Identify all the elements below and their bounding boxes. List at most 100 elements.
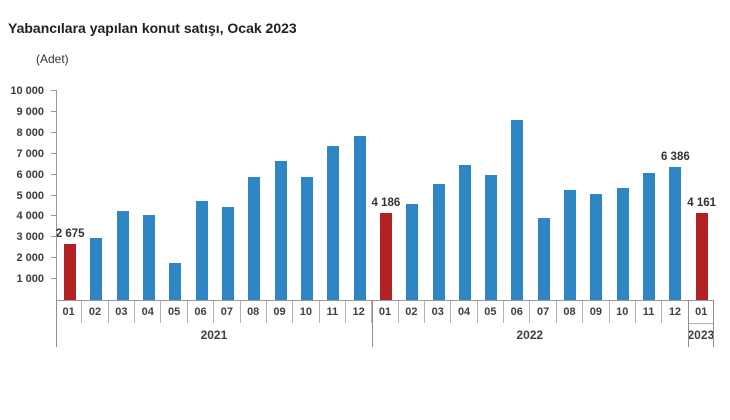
bar-value-label: 4 186 [371, 196, 401, 209]
bar-cell-2022-12: 6 386 [660, 91, 690, 300]
boxed-cell-underline [687, 323, 714, 324]
bar-value-label: 4 161 [687, 197, 717, 210]
x-axis: 01 02 03 04 05 06 07 08 09 10 11 12 01 02 03 04 05 06 07 08… [56, 300, 714, 349]
x-month-label-2021-01: 01 [56, 301, 83, 323]
y-tick-mark [51, 215, 57, 217]
y-tick-label: 4 000 [16, 210, 44, 223]
bar-value-label: 2 675 [55, 228, 85, 241]
bar-2022-11 [643, 172, 656, 300]
x-month-label-2021-02: 02 [82, 301, 109, 323]
year-label-2022: 2022 [516, 327, 544, 342]
bar-2022-05 [485, 175, 498, 300]
y-tick-mark [51, 194, 57, 196]
bar-cell-2021-02 [83, 91, 109, 300]
bar-series: 2 675 4 186 6 386 4 161 [55, 91, 717, 300]
bar-cell-2021-10 [294, 91, 320, 300]
x-month-label-2022-04: 04 [451, 301, 478, 323]
bar-cell-2022-05 [478, 91, 504, 300]
bar-2021-07 [222, 207, 235, 300]
bar-cell-2022-11 [636, 91, 662, 300]
year-separator-line [713, 301, 714, 347]
y-tick-mark [51, 131, 57, 133]
year-label-2021: 2021 [200, 327, 228, 342]
bar-2021-02 [90, 238, 103, 300]
bar-cell-2022-08 [557, 91, 583, 300]
y-tick-mark [51, 110, 57, 112]
bar-2022-03 [432, 183, 445, 300]
y-tick-mark [51, 257, 57, 259]
bar-cell-2021-04 [136, 91, 162, 300]
bar-cell-2021-07 [215, 91, 241, 300]
bar-2022-01 [379, 212, 392, 300]
y-tick-mark [51, 278, 57, 280]
bar-cell-2022-09 [583, 91, 609, 300]
bar-2021-06 [195, 200, 208, 300]
y-tick-mark [51, 90, 57, 91]
bar-cell-2021-01: 2 675 [55, 91, 85, 300]
chart-title: Yabancılara yapılan konut satışı, Ocak 2… [8, 20, 297, 36]
y-tick-mark [51, 236, 57, 238]
y-tick-mark [51, 152, 57, 154]
y-axis: 1 000 2 000 3 000 4 000 5 000 6 000 7 000 8 000… [0, 85, 50, 300]
bar-cell-2021-09 [268, 91, 294, 300]
x-month-label-2021-04: 04 [135, 301, 162, 323]
bar-cell-2021-06 [189, 91, 215, 300]
bar-cell-2021-12 [346, 91, 372, 300]
x-month-label-2022-11: 11 [636, 301, 663, 323]
year-label-2023: 2023 [687, 327, 715, 342]
y-tick-label: 6 000 [16, 168, 44, 181]
bar-2021-05 [169, 262, 182, 300]
x-month-label-2021-11: 11 [320, 301, 346, 323]
y-tick-label: 9 000 [16, 105, 44, 118]
x-month-label-2022-12: 12 [662, 301, 689, 323]
year-separator-line [56, 301, 57, 347]
year-label-row: 2021 2022 2023 [56, 323, 715, 346]
y-tick-label: 3 000 [16, 231, 44, 244]
bar-2023-01 [695, 213, 708, 300]
bar-cell-2022-03 [425, 91, 451, 300]
y-tick-label: 2 000 [16, 252, 44, 265]
bar-2021-11 [327, 146, 340, 300]
bar-cell-2021-05 [162, 91, 188, 300]
bar-2022-07 [537, 217, 550, 300]
x-month-label-2023-01: 01 [695, 306, 708, 318]
x-month-label-2022-10: 10 [610, 301, 636, 323]
bar-2022-02 [406, 204, 419, 300]
x-month-label-2022-09: 09 [583, 301, 610, 323]
x-month-label-2021-10: 10 [293, 301, 320, 323]
bar-2022-12 [669, 166, 682, 300]
month-label-row: 01 02 03 04 05 06 07 08 09 10 11 12 01 02 03 04 05 06 07 08… [56, 301, 714, 323]
x-month-label-2021-08: 08 [241, 301, 267, 323]
bar-2022-06 [511, 119, 524, 300]
bar-2021-12 [353, 136, 366, 300]
bar-2021-03 [116, 211, 129, 300]
x-month-label-2022-05: 05 [478, 301, 505, 323]
y-tick-mark [51, 173, 57, 175]
bar-2021-10 [300, 176, 313, 300]
x-month-label-2022-01: 01 [372, 301, 399, 323]
bar-cell-2022-06 [504, 91, 530, 300]
y-tick-label: 10 000 [10, 85, 44, 97]
x-month-label-2022-02: 02 [399, 301, 426, 323]
x-month-label-2021-12: 12 [346, 301, 373, 323]
y-tick-label: 5 000 [16, 189, 44, 202]
bar-2022-09 [590, 194, 603, 300]
bar-cell-2022-07 [531, 91, 557, 300]
bar-value-label: 6 386 [660, 150, 690, 163]
x-month-label-2021-05: 05 [161, 301, 188, 323]
year-separator-line [371, 301, 373, 347]
bar-cell-2022-04 [452, 91, 478, 300]
bar-2021-01 [64, 244, 77, 300]
bar-2021-08 [248, 177, 261, 300]
bar-cell-2022-10 [610, 91, 636, 300]
x-month-label-2021-06: 06 [188, 301, 215, 323]
unit-label: (Adet) [36, 52, 69, 66]
y-tick-label: 7 000 [16, 147, 44, 160]
bar-cell-2021-11 [320, 91, 346, 300]
bar-2022-04 [458, 165, 471, 300]
bar-cell-2021-03 [110, 91, 136, 300]
bar-2022-08 [564, 189, 577, 300]
bar-cell-2022-01: 4 186 [371, 91, 401, 300]
x-month-label-2022-03: 03 [425, 301, 452, 323]
